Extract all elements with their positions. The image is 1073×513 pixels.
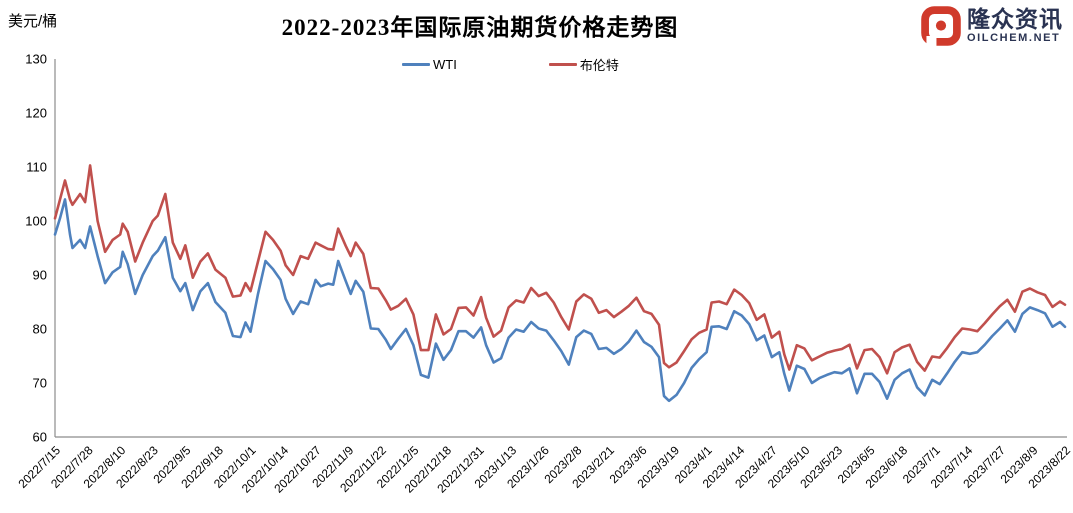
logo-name: 隆众资讯 bbox=[967, 6, 1063, 32]
series-line-wti bbox=[53, 198, 1067, 403]
legend-label-wti: WTI bbox=[433, 57, 457, 72]
oilchem-e-icon bbox=[921, 6, 961, 46]
chart-title: 2022-2023年国际原油期货价格走势图 bbox=[281, 15, 679, 40]
y-tick-label: 60 bbox=[33, 430, 47, 445]
y-tick-label: 80 bbox=[33, 322, 47, 337]
y-tick-label: 90 bbox=[33, 268, 47, 283]
logo-domain: OILCHEM.NET bbox=[967, 32, 1061, 44]
y-axis-unit-label: 美元/桶 bbox=[8, 13, 58, 30]
y-tick-label: 110 bbox=[26, 160, 47, 175]
series-line-brent bbox=[53, 164, 1067, 375]
y-tick-label: 120 bbox=[25, 106, 47, 121]
y-tick-label: 100 bbox=[25, 214, 47, 229]
y-tick-label: 130 bbox=[25, 52, 47, 67]
oilchem-logo: 隆众资讯 OILCHEM.NET bbox=[921, 6, 1063, 46]
brent-line-swatch-icon bbox=[548, 63, 577, 66]
wti-line-swatch-icon bbox=[402, 63, 430, 66]
y-tick-label: 70 bbox=[33, 376, 47, 391]
legend-item-brent: 布伦特 bbox=[548, 55, 619, 74]
legend-label-brent: 布伦特 bbox=[579, 58, 619, 73]
chart-legend: WTI 布伦特 bbox=[402, 55, 619, 74]
legend-item-wti: WTI bbox=[402, 57, 457, 72]
